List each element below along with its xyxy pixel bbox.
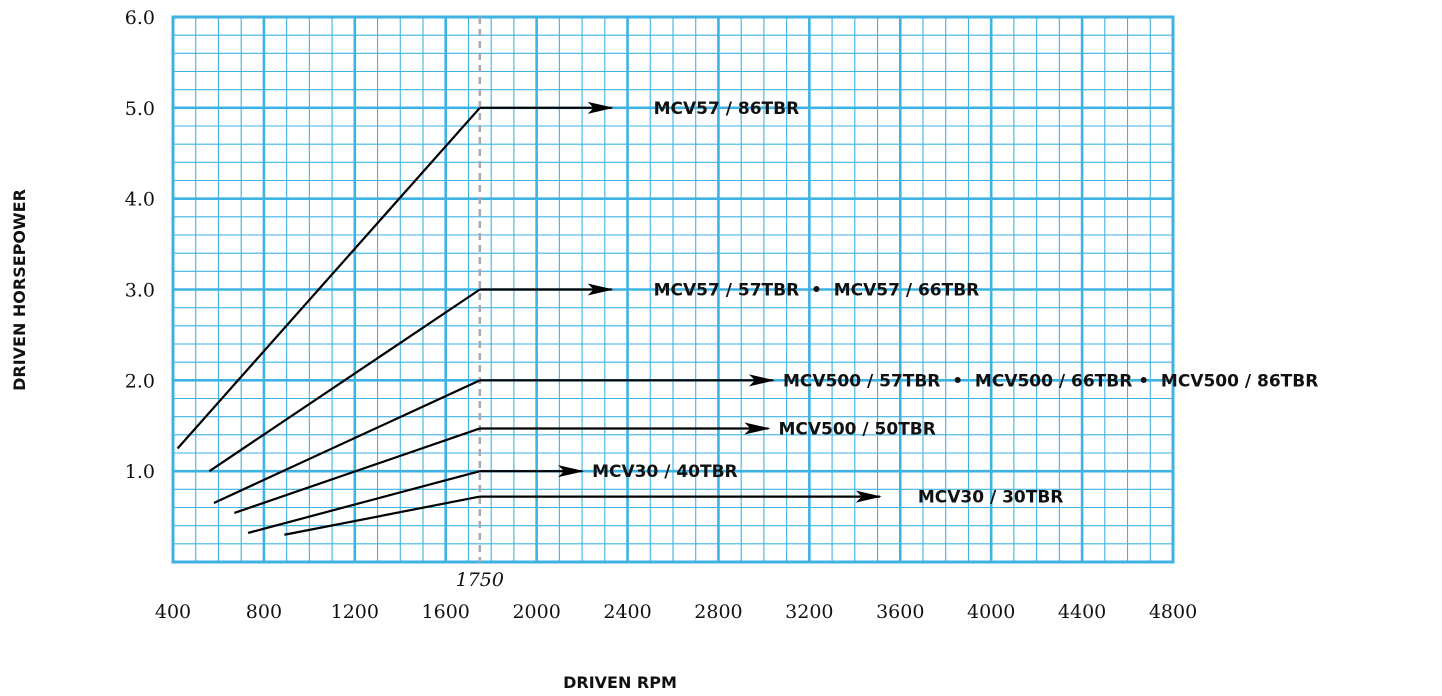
- grid: [171, 15, 1175, 564]
- series-label: MCV57 / 57TBR • MCV57 / 66TBR: [654, 281, 980, 301]
- series-label: MCV500 / 50TBR: [778, 419, 935, 439]
- y-tick-label: 4.0: [125, 189, 155, 211]
- y-tick-label: 5.0: [125, 98, 155, 120]
- series-label: MCV30 / 40TBR: [592, 462, 738, 482]
- y-axis-title: DRIVEN HORSEPOWER: [10, 189, 29, 391]
- series-label: MCV57 / 86TBR: [654, 99, 800, 119]
- x-tick-label: 2000: [512, 601, 560, 623]
- series-line: [284, 495, 481, 536]
- series-line: [176, 107, 481, 450]
- x-tick-label: 3600: [876, 601, 924, 623]
- x-tick-label: 4000: [967, 601, 1015, 623]
- series-line: [213, 379, 481, 504]
- series-line: [208, 288, 481, 473]
- y-tick-label: 1.0: [125, 461, 155, 483]
- x-tick-label: 800: [246, 601, 282, 623]
- y-tick-label: 6.0: [125, 7, 155, 29]
- x-tick-label: 4400: [1058, 601, 1106, 623]
- x-tick-label: 4800: [1149, 601, 1197, 623]
- x-tick-label: 2400: [603, 601, 651, 623]
- y-tick-label: 3.0: [125, 280, 155, 302]
- series-line: [247, 470, 481, 534]
- plot-border: [171, 15, 1175, 564]
- y-tick-label: 2.0: [125, 370, 155, 392]
- x-axis-ticks: 400 800 1200 1600 2000 2400 2800 3200 3600 4000 44…: [155, 601, 1197, 623]
- series-label: MCV30 / 30TBR: [918, 488, 1064, 508]
- series-group: MCV57 / 86TBR MCV57 / 57TBR • MCV57 / 66T…: [176, 99, 1318, 536]
- x-tick-label: 2800: [694, 601, 742, 623]
- x-tick-label: 3200: [785, 601, 833, 623]
- series-line: [234, 427, 481, 514]
- y-axis-ticks: 1.0 2.0 3.0 4.0 5.0 6.0: [125, 7, 155, 483]
- x-tick-label: 1600: [422, 601, 470, 623]
- series-label: MCV500 / 57TBR • MCV500 / 66TBR • MCV500…: [783, 371, 1318, 391]
- reference-line-label: 1750: [456, 569, 504, 591]
- x-tick-label: 1200: [331, 601, 379, 623]
- x-axis-title: DRIVEN RPM: [563, 673, 677, 692]
- x-tick-label: 400: [155, 601, 191, 623]
- reference-line-group: 1750: [456, 17, 504, 591]
